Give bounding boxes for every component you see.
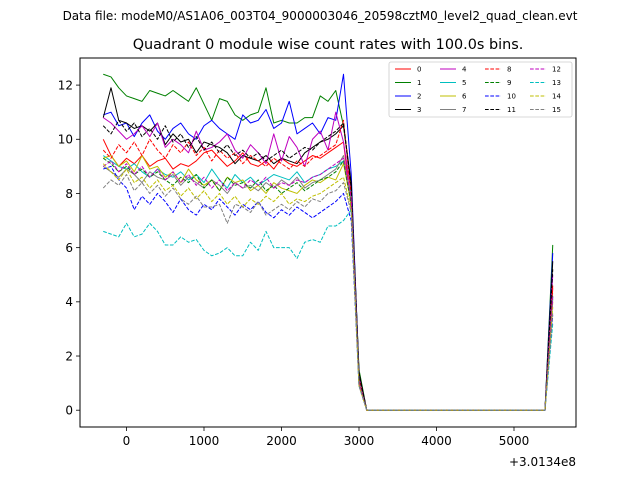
legend-label-13: 13 — [552, 79, 561, 87]
y-tick-label: 10 — [58, 133, 73, 147]
y-tick-label: 4 — [65, 295, 73, 309]
x-tick-label: 5000 — [499, 434, 530, 448]
legend-label-6: 6 — [462, 93, 467, 101]
legend-label-0: 0 — [417, 66, 421, 74]
legend-label-7: 7 — [462, 106, 466, 114]
series-line-6 — [103, 155, 554, 411]
y-tick-label: 8 — [65, 187, 73, 201]
legend-label-8: 8 — [507, 66, 511, 74]
y-tick-label: 12 — [58, 78, 73, 92]
legend-label-11: 11 — [507, 106, 516, 114]
x-tick-label: 2000 — [266, 434, 297, 448]
y-tick-label: 6 — [65, 241, 73, 255]
legend-label-4: 4 — [462, 66, 467, 74]
series-line-2 — [103, 73, 554, 411]
series-line-13 — [103, 209, 554, 411]
series-line-1 — [103, 73, 554, 411]
series-line-4 — [102, 111, 554, 411]
x-tick-label: 1000 — [189, 434, 220, 448]
legend-box — [388, 61, 573, 118]
legend-label-14: 14 — [552, 93, 561, 101]
series-line-8 — [102, 119, 554, 411]
figure-suptitle: Data file: modeM0/AS1A06_003T04_90000030… — [63, 9, 578, 23]
series-line-10 — [103, 165, 554, 411]
legend-label-12: 12 — [552, 66, 561, 74]
legend-label-5: 5 — [462, 79, 466, 87]
series-line-11 — [102, 119, 554, 411]
x-offset-label: +3.0134e8 — [509, 455, 576, 469]
series-line-3 — [102, 87, 554, 411]
series-line-9 — [102, 157, 554, 411]
chart-title: Quadrant 0 module wise count rates with … — [133, 37, 524, 53]
x-tick-label: 0 — [123, 434, 131, 448]
y-tick-label: 0 — [65, 404, 73, 418]
y-tick-label: 2 — [65, 349, 73, 363]
series-line-14 — [102, 163, 554, 411]
series-layer — [102, 73, 554, 411]
series-line-15 — [102, 174, 554, 411]
series-line-0 — [102, 139, 554, 411]
x-tick-label: 4000 — [421, 434, 452, 448]
series-line-12 — [102, 157, 554, 411]
legend-label-10: 10 — [507, 93, 516, 101]
axes-frame — [79, 57, 577, 428]
legend-label-2: 2 — [417, 93, 421, 101]
legend-label-3: 3 — [417, 106, 421, 114]
x-tick-label: 3000 — [344, 434, 375, 448]
legend-label-9: 9 — [507, 79, 511, 87]
legend-label-1: 1 — [417, 79, 421, 87]
legend-label-15: 15 — [552, 106, 561, 114]
